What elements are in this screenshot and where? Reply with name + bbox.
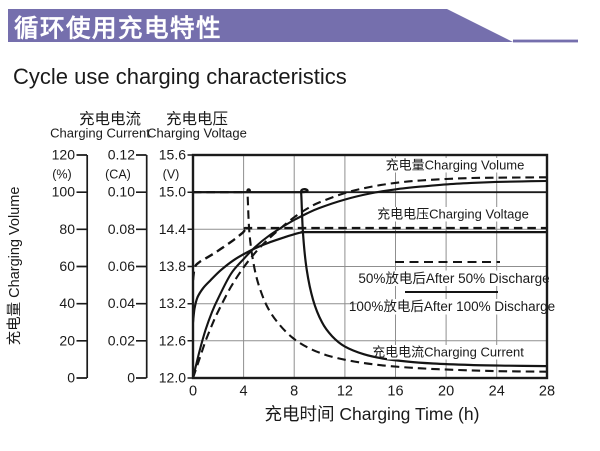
current-tick-004: 0.04: [108, 295, 135, 311]
voltage-tick-126: 12.6: [159, 332, 186, 348]
voltage-curve-label: 充电电压Charging Voltage: [377, 207, 529, 222]
voltage-tick-120: 12.0: [159, 370, 186, 386]
x-tick-8: 8: [290, 384, 298, 400]
curve-charging-current-after-50-discharge: [193, 188, 548, 373]
voltage-axis-title-en: Charging Voltage: [147, 126, 247, 141]
x-axis-title: 充电时间 Charging Time (h): [265, 404, 480, 424]
current-label-bg: [387, 345, 510, 360]
volume-unit: (%): [52, 168, 71, 182]
curve-charging-voltage-after-100-discharge: [192, 230, 547, 323]
voltage-unit: (V): [163, 168, 180, 182]
after-100-discharge-label: 100%放电后After 100% Discharge: [349, 299, 555, 314]
current-axis-title-en: Charging Current: [50, 126, 150, 141]
voltage-tick-156: 15.6: [159, 147, 186, 163]
curve-charging-volume-after-100-discharge: [192, 179, 548, 379]
volume-tick-40: 40: [59, 295, 75, 311]
x-tick-24: 24: [489, 384, 505, 400]
current-tick-0: 0: [127, 370, 135, 386]
current-unit: (CA): [105, 168, 131, 182]
volume-tick-0: 0: [67, 370, 75, 386]
voltage-tick-150: 15.0: [159, 184, 186, 200]
x-tick-12: 12: [337, 384, 353, 400]
x-tick-28: 28: [539, 384, 555, 400]
volume-tick-120: 120: [52, 147, 76, 163]
current-tick-002: 0.02: [108, 332, 135, 348]
volume-axis-ticks: [76, 154, 89, 379]
volume-tick-80: 80: [59, 221, 75, 237]
current-tick-012: 0.12: [108, 147, 135, 163]
header-banner-tail-line: [513, 39, 578, 43]
after100-label-bg: [357, 299, 548, 315]
data-curves: [192, 176, 548, 379]
x-tick-4: 4: [240, 384, 248, 400]
voltage-axis-ticks: [187, 154, 193, 379]
page-title: Cycle use charging characteristics: [13, 64, 347, 89]
volume-tick-20: 20: [59, 332, 75, 348]
after50-label-bg: [369, 270, 539, 286]
curve-charging-voltage-after-50-discharge: [192, 226, 547, 281]
volume-tick-100: 100: [52, 184, 76, 200]
current-curve-label: 充电电流Charging Current: [372, 345, 524, 360]
current-tick-010: 0.10: [108, 184, 135, 200]
current-axis-ticks: [136, 154, 148, 379]
header-banner: [8, 9, 513, 42]
volume-tick-60: 60: [59, 258, 75, 274]
x-tick-16: 16: [387, 384, 403, 400]
voltage-label-bg: [385, 207, 521, 222]
volume-curve-label: 充电量Charging Volume: [386, 158, 525, 173]
x-tick-20: 20: [438, 384, 454, 400]
curve-charging-volume-after-50-discharge: [192, 176, 548, 379]
volume-axis-title: 充电量 Charging Volume: [6, 187, 23, 346]
voltage-tick-138: 13.8: [159, 258, 186, 274]
current-axis-title-cn: 充电电流: [79, 110, 141, 128]
current-tick-006: 0.06: [108, 258, 135, 274]
volume-label-bg: [391, 158, 519, 173]
x-tick-0: 0: [189, 384, 197, 400]
voltage-tick-132: 13.2: [159, 295, 186, 311]
voltage-axis-title-cn: 充电电压: [166, 110, 228, 128]
banner-title: 循环使用充电特性: [14, 14, 222, 43]
curve-charging-current-after-100-discharge: [193, 188, 548, 368]
plot-frame: [191, 153, 549, 380]
grid-horizontal-lines: [193, 228, 547, 342]
voltage-tick-144: 14.4: [159, 221, 186, 237]
after-50-discharge-label: 50%放电后After 50% Discharge: [358, 271, 549, 286]
current-tick-008: 0.08: [108, 221, 135, 237]
